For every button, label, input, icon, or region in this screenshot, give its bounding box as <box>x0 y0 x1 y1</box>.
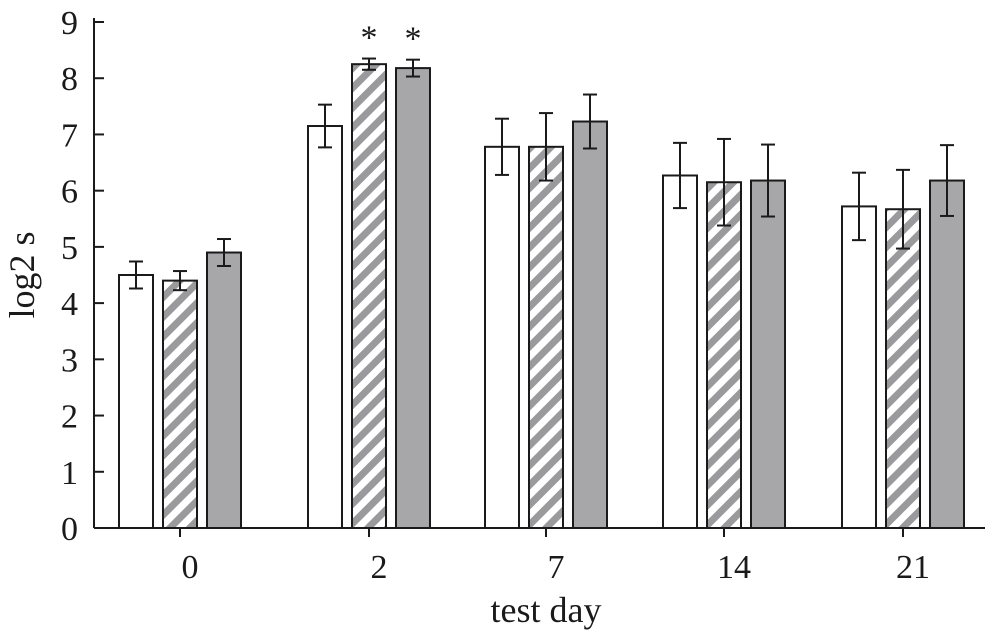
x-tick-label: 7 <box>548 549 565 586</box>
x-tick-label: 2 <box>371 549 388 586</box>
error-bar-open-day-21 <box>852 171 866 242</box>
x-axis-ticks: 0 2 7 14 21 <box>179 528 930 586</box>
error-bar-hatched-day-14 <box>717 137 731 227</box>
y-tick-label: 6 <box>61 174 78 211</box>
significance-marker: * <box>405 21 422 58</box>
error-bar-hatched-day-2 <box>362 57 376 71</box>
y-tick-label: 4 <box>61 286 78 323</box>
error-bar-hatched-day-7 <box>539 112 553 182</box>
bar-filled-day-7 <box>572 120 608 529</box>
y-axis-title: log2 s <box>2 231 42 318</box>
y-tick-label: 2 <box>61 399 78 436</box>
bar-open-day-7 <box>484 145 520 530</box>
error-bar-filled-day-14 <box>761 143 775 218</box>
y-axis-ticks: 0 1 2 3 4 5 6 7 8 9 <box>61 5 104 548</box>
error-bars <box>129 57 954 292</box>
bar-filled-day-0 <box>206 251 242 529</box>
bar-open-day-2 <box>307 125 343 529</box>
bar-hatched-day-7 <box>528 145 564 530</box>
bar-open-day-21 <box>841 205 877 530</box>
y-tick-label: 5 <box>61 230 78 267</box>
error-bar-open-day-2 <box>318 103 332 149</box>
annotations: * * <box>361 20 422 58</box>
x-tick-label: 21 <box>896 549 930 586</box>
y-tick-label: 1 <box>61 455 78 492</box>
axes <box>93 18 985 529</box>
bar-filled-day-2 <box>395 67 431 529</box>
bar-open-day-14 <box>662 174 698 529</box>
error-bar-hatched-day-0 <box>173 270 187 292</box>
bar-hatched-day-14 <box>706 181 742 529</box>
plot-bars <box>118 63 965 530</box>
error-bar-filled-day-21 <box>940 144 954 217</box>
error-bar-open-day-0 <box>129 260 143 290</box>
y-tick-label: 8 <box>61 61 78 98</box>
error-bar-open-day-7 <box>495 117 509 176</box>
bar-filled-day-14 <box>750 179 786 529</box>
bar-filled-day-21 <box>929 179 965 529</box>
bar-hatched-day-21 <box>885 208 921 529</box>
error-bar-hatched-day-21 <box>896 168 910 250</box>
x-tick-label: 0 <box>182 549 199 586</box>
bar-hatched-day-0 <box>162 279 198 529</box>
error-bar-open-day-14 <box>673 141 687 210</box>
y-tick-label: 7 <box>61 117 78 154</box>
bar-open-day-0 <box>118 274 154 529</box>
y-tick-label: 0 <box>61 511 78 548</box>
y-tick-label: 9 <box>61 5 78 42</box>
error-bar-filled-day-2 <box>406 58 420 78</box>
error-bar-filled-day-0 <box>217 238 231 268</box>
error-bar-filled-day-7 <box>583 93 597 150</box>
significance-marker: * <box>361 20 378 57</box>
x-tick-label: 14 <box>717 549 751 586</box>
x-axis-title: test day <box>491 590 602 630</box>
y-tick-label: 3 <box>61 342 78 379</box>
bar-hatched-day-2 <box>351 63 387 530</box>
